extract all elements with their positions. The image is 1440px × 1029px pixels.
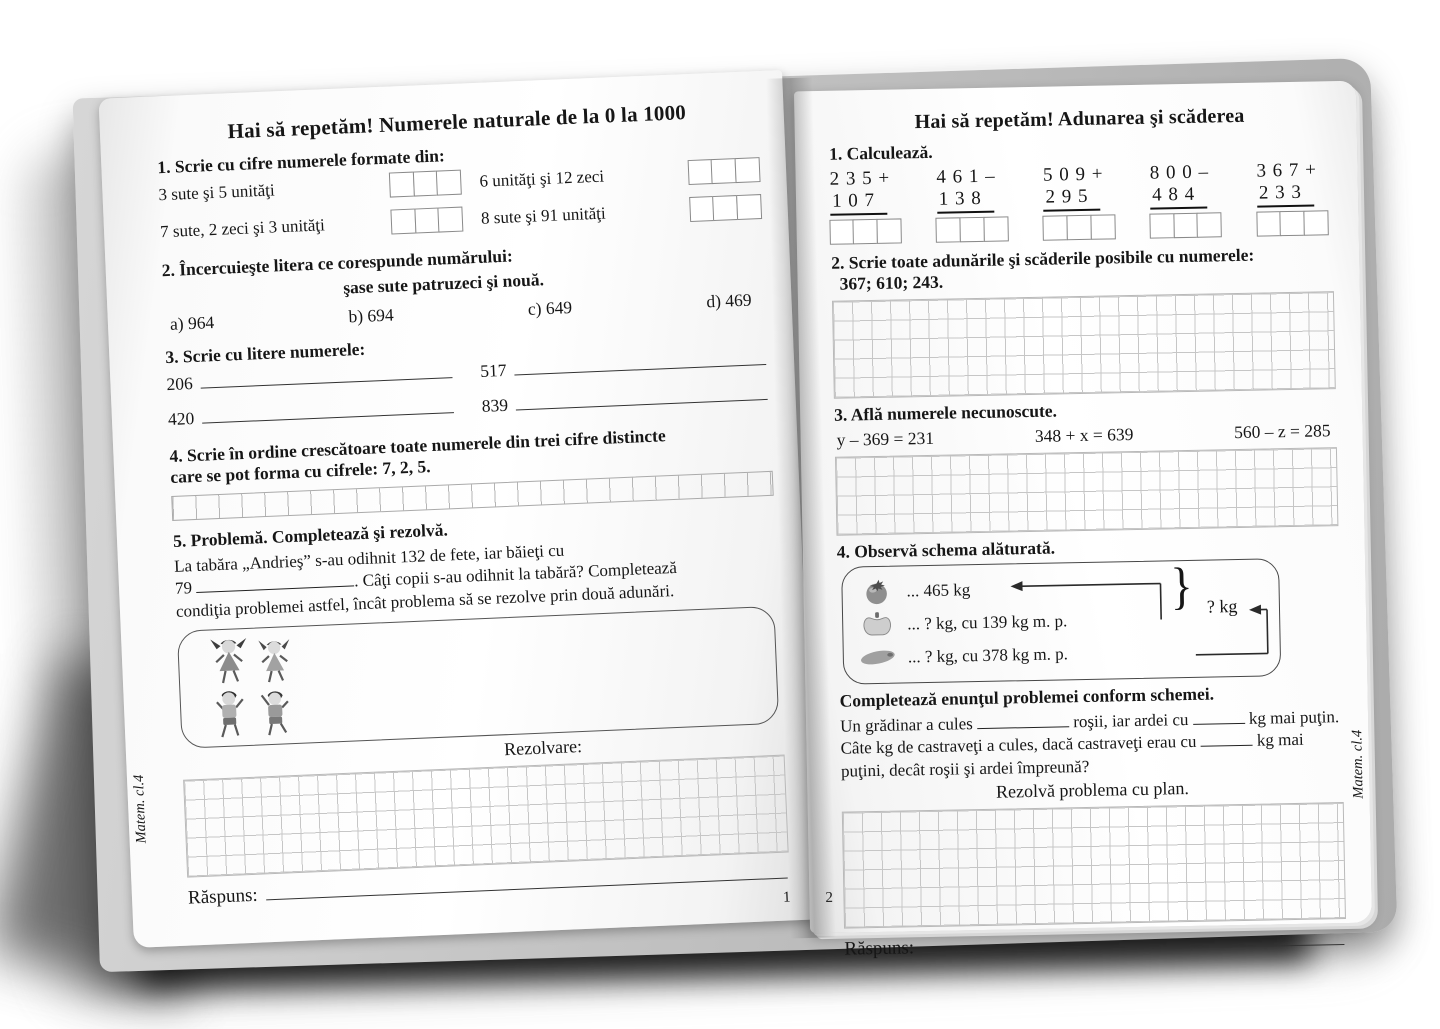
schema-row-text: ... 465 kg — [906, 579, 971, 600]
write-line — [515, 385, 768, 411]
ex1-item-label: 3 sute şi 5 unităţi — [158, 179, 276, 204]
operand-bottom: 1 0 7 — [829, 189, 888, 216]
ex3-item: 420 — [168, 397, 457, 430]
column-operation: 5 0 9 + 2 9 5 — [1042, 163, 1116, 241]
equation: 348 + x = 639 — [1034, 424, 1134, 446]
ex3-item: 206 — [166, 362, 455, 395]
schema-question-total: ? kg — [1206, 596, 1238, 617]
ex1-item: 8 sute şi 91 unităţi — [481, 194, 763, 231]
plan-grid — [841, 802, 1346, 929]
schema-row-text: ... ? kg, cu 378 kg m. p. — [907, 643, 1069, 666]
write-line — [201, 399, 454, 424]
solution-grid — [183, 754, 789, 878]
result-boxes — [1255, 210, 1329, 237]
result-boxes — [1042, 214, 1116, 241]
equations-row: y – 369 = 231 348 + x = 639 560 – z = 28… — [836, 420, 1330, 450]
answer-boxes — [390, 206, 464, 235]
problem-segment: kg mai puţin. — [1248, 707, 1340, 728]
write-line — [514, 350, 767, 376]
page-right: Hai să repetăm! Adunarea şi scăderea 1. … — [793, 80, 1373, 960]
ex1-item-label: 6 unităţi şi 12 zeci — [479, 166, 605, 191]
schema-row-tomatoes: ... 465 kg — [856, 567, 1279, 608]
write-line — [200, 364, 453, 389]
ex1-item-label: 7 sute, 2 zeci şi 3 unităţi — [159, 214, 326, 241]
ex1-item: 7 sute, 2 zeci şi 3 unităţi — [159, 206, 464, 245]
edition-side-label: Matem. cl.4 — [130, 774, 150, 844]
equation: 560 – z = 285 — [1233, 420, 1331, 443]
option-a: a) 964 — [169, 312, 215, 334]
ex3-number: 839 — [481, 394, 509, 416]
answer-boxes — [687, 157, 761, 186]
raspuns-label: Răspuns: — [844, 937, 915, 960]
operand-bottom: 1 3 8 — [936, 187, 995, 214]
result-boxes — [829, 218, 903, 245]
fill-blank — [1200, 731, 1253, 748]
operand-top: 4 6 1 – — [936, 165, 996, 188]
raspuns-label: Răspuns: — [187, 885, 259, 909]
problem-number: 79 — [174, 578, 193, 599]
fill-blank — [1192, 708, 1245, 725]
operand-top: 8 0 0 – — [1149, 161, 1210, 184]
four-children-illustration — [210, 638, 290, 738]
problem-segment: Un grădinar a cules — [839, 714, 973, 736]
operand-bottom: 2 3 3 — [1256, 181, 1315, 208]
problem-schema-box: ... 465 kg ... ? kg, cu 139 kg m. p. — [841, 556, 1282, 685]
right-page-title: Hai să repetăm! Adunarea şi scăderea — [914, 104, 1245, 134]
fill-blank — [976, 712, 1070, 730]
column-operation: 4 6 1 – 1 3 8 — [935, 165, 1009, 243]
page-number: 2 — [825, 889, 834, 907]
calculation-columns: 2 3 5 + 1 0 7 4 6 1 – 1 3 8 5 0 9 + 2 9 … — [829, 159, 1329, 245]
children-illustration-box — [176, 606, 780, 750]
ex3-number: 517 — [479, 359, 507, 381]
equation: y – 369 = 231 — [836, 427, 935, 450]
ex3-number: 206 — [166, 373, 194, 395]
answer-boxes — [388, 169, 463, 198]
operand-top: 5 0 9 + — [1042, 163, 1104, 186]
ex3-item: 517 — [480, 349, 769, 382]
option-b: b) 694 — [348, 304, 395, 327]
work-grid — [834, 447, 1339, 536]
schema-row-cucumbers: ... ? kg, cu 378 kg m. p. — [858, 633, 1281, 674]
option-c: c) 649 — [527, 297, 573, 319]
ex3-number: 420 — [167, 407, 195, 430]
operand-bottom: 4 8 4 — [1149, 183, 1208, 210]
page-left: Hai să repetăm! Numerele naturale de la … — [98, 70, 818, 948]
result-boxes — [935, 216, 1009, 243]
ex1-item-label: 8 sute şi 91 unităţi — [480, 203, 607, 228]
column-operation: 3 6 7 + 2 3 3 — [1255, 159, 1329, 237]
option-d: d) 469 — [705, 289, 752, 312]
column-operation: 2 3 5 + 1 0 7 — [829, 167, 903, 245]
operand-top: 2 3 5 + — [829, 167, 891, 190]
ex3-item: 839 — [481, 384, 770, 417]
column-operation: 8 0 0 – 4 8 4 — [1149, 161, 1223, 239]
problem-segment: roşii, iar ardei cu — [1073, 710, 1189, 732]
page-number: 1 — [782, 889, 791, 906]
problem-segment: kg mai — [1256, 730, 1304, 751]
exercise-4-heading: 4. Observă schema alăturată. — [836, 537, 1056, 562]
schema-row-peppers: ... ? kg, cu 139 kg m. p. — [857, 600, 1280, 641]
cucumber-icon — [858, 647, 898, 669]
answer-boxes — [688, 194, 763, 223]
operand-bottom: 2 9 5 — [1043, 185, 1101, 212]
pepper-icon — [857, 611, 898, 639]
problem-segment: Câte kg de castraveţi a cules, dacă cast… — [840, 732, 1197, 759]
operand-top: 3 6 7 + — [1256, 159, 1318, 182]
work-grid — [831, 291, 1336, 399]
tomato-icon — [856, 577, 897, 606]
result-boxes — [1149, 212, 1223, 239]
schema-brace: } — [1169, 556, 1194, 615]
schema-row-text: ... ? kg, cu 139 kg m. p. — [907, 610, 1068, 633]
edition-side-label: Matem. cl.4 — [1349, 729, 1367, 799]
